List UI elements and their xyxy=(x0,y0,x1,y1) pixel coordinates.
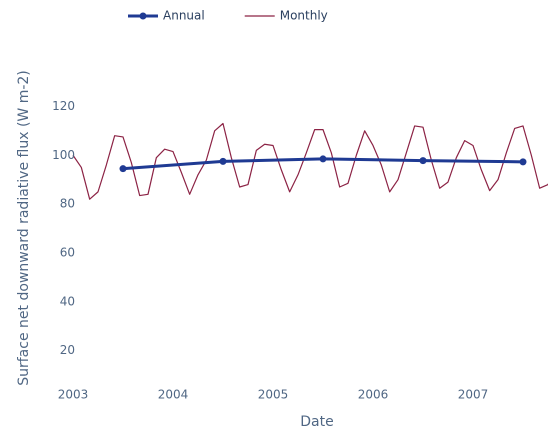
data-point xyxy=(319,155,327,163)
y-tick-label: 100 xyxy=(52,148,75,162)
legend-marker xyxy=(139,12,147,20)
series-line xyxy=(72,122,548,200)
x-axis-title: Date xyxy=(300,414,333,430)
x-tick-label: 2005 xyxy=(258,388,289,402)
plot-area xyxy=(72,122,548,200)
x-tick-label: 2006 xyxy=(358,388,389,402)
x-tick-label: 2003 xyxy=(58,388,89,402)
y-tick-label: 120 xyxy=(52,99,75,113)
y-tick-label: 40 xyxy=(60,294,75,308)
y-tick-label: 80 xyxy=(60,197,75,211)
y-axis-title: Surface net downward radiative flux (W m… xyxy=(16,70,32,386)
y-tick-label: 20 xyxy=(60,343,75,357)
legend-label: Monthly xyxy=(280,9,328,23)
data-point xyxy=(219,157,227,165)
legend-label: Annual xyxy=(163,9,205,23)
data-point xyxy=(519,158,527,166)
x-tick-label: 2007 xyxy=(458,388,489,402)
data-point xyxy=(419,157,427,165)
y-tick-label: 60 xyxy=(60,245,75,259)
data-point xyxy=(119,165,127,173)
x-tick-label: 2004 xyxy=(158,388,189,402)
